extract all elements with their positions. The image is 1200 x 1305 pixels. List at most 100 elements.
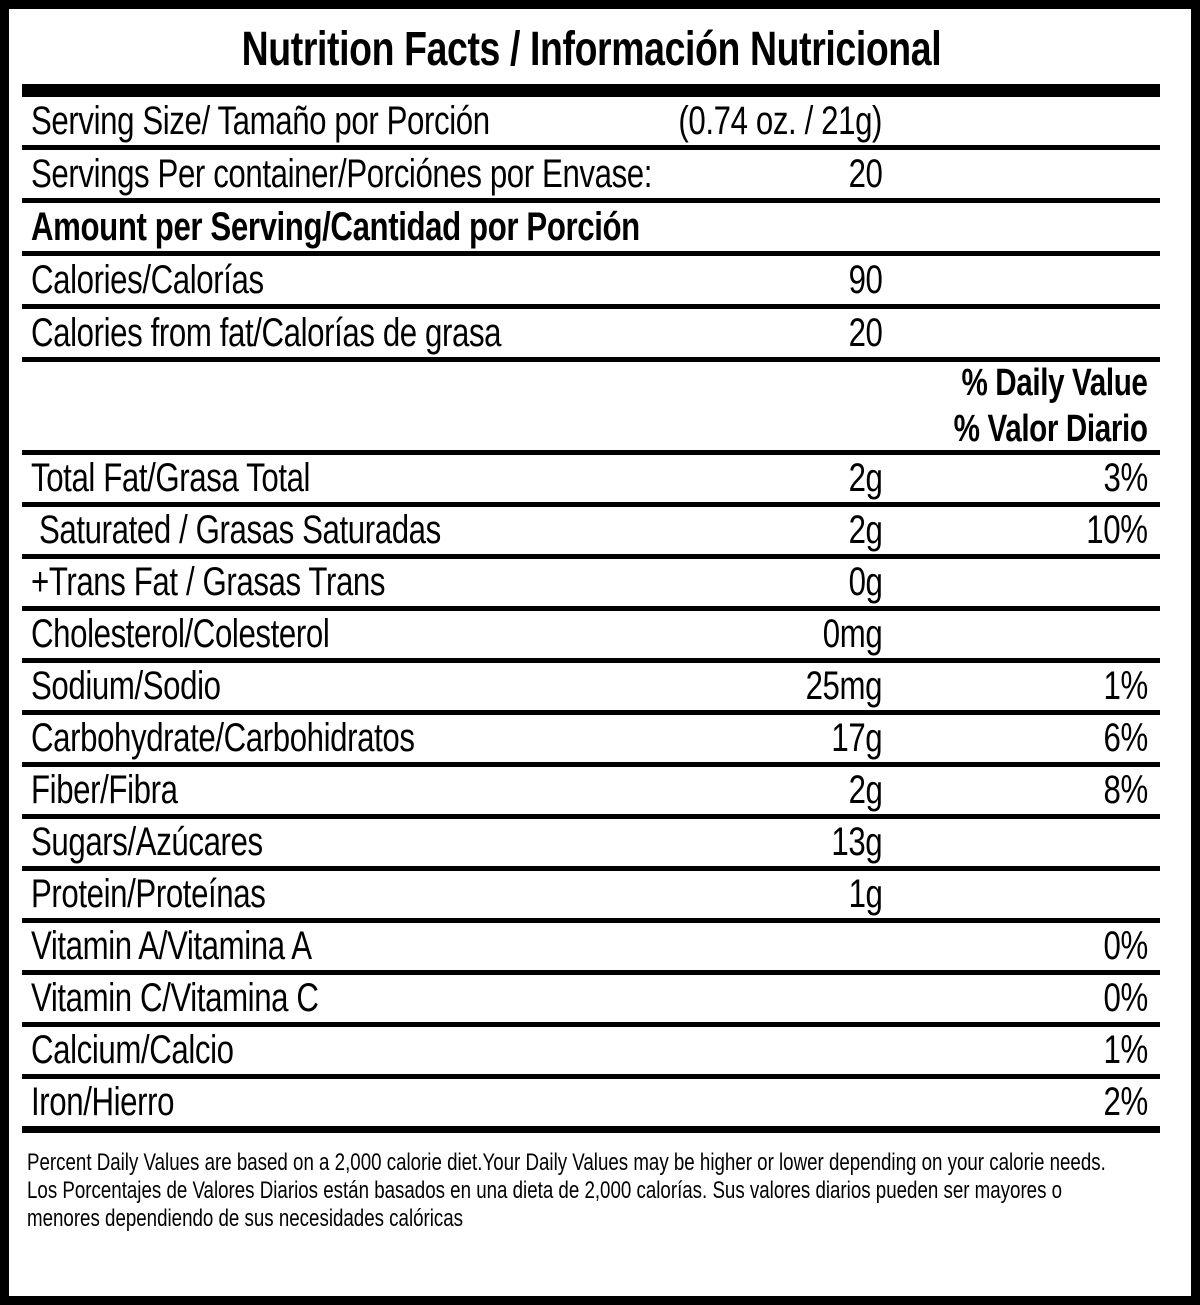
serving-size-percent-cell [882,99,1160,144]
protein-value-cell: 1g [839,872,882,917]
total-fat-value: 2g [848,456,882,500]
amount-per-serving-label: Amount per Serving/Cantidad por Porción [31,204,640,249]
saturated-fat-percent: 10% [1086,508,1149,552]
sodium-label: Sodium/Sodio [31,664,221,708]
calories-row: Calories/Calorías 90 [22,256,1160,309]
servings-per-container-value: 20 [848,151,882,196]
daily-value-header-es-line: % Valor Diario [22,406,1160,452]
fiber-label-cell: Fiber/Fibra [22,768,839,813]
trans-fat-row: +Trans Fat / Grasas Trans 0g [22,559,1160,611]
total-fat-label-cell: Total Fat/Grasa Total [22,456,839,501]
saturated-fat-label-cell: Saturated / Grasas Saturadas [22,508,839,553]
label-title: Nutrition Facts / Información Nutriciona… [241,23,941,76]
vitamin-c-percent: 0% [1103,976,1149,1020]
calories-from-fat-label: Calories from fat/Calorías de grasa [31,310,502,355]
carbohydrate-label-cell: Carbohydrate/Carbohidratos [22,716,817,761]
cholesterol-label-cell: Cholesterol/Colesterol [22,612,806,657]
trans-fat-label: +Trans Fat / Grasas Trans [31,560,386,604]
saturated-fat-label: Saturated / Grasas Saturadas [39,508,441,552]
calories-percent-cell [882,258,1160,303]
trans-fat-value-cell: 0g [839,560,882,605]
saturated-fat-value-cell: 2g [839,508,882,553]
sodium-value-cell: 25mg [784,664,883,709]
iron-label: Iron/Hierro [31,1080,175,1124]
calories-from-fat-value: 20 [848,310,882,355]
trans-fat-label-cell: +Trans Fat / Grasas Trans [22,560,839,605]
fiber-percent-cell: 8% [882,768,1160,813]
label-content: Nutrition Facts / Información Nutriciona… [22,9,1160,1296]
calcium-label: Calcium/Calcio [31,1028,234,1072]
daily-value-header-en: % Daily Value [961,362,1148,404]
calcium-percent-cell: 1% [882,1028,1160,1073]
amount-per-serving-label-cell: Amount per Serving/Cantidad por Porción [22,205,882,250]
calories-from-fat-label-cell: Calories from fat/Calorías de grasa [22,311,839,356]
iron-row: Iron/Hierro 2% [22,1079,1160,1133]
protein-value: 1g [848,872,882,916]
daily-value-header-es: % Valor Diario [954,408,1148,450]
cholesterol-row: Cholesterol/Colesterol 0mg [22,611,1160,663]
trans-fat-value: 0g [848,560,882,604]
sodium-value: 25mg [805,664,883,708]
carbohydrate-value-cell: 17g [817,716,882,761]
protein-percent-cell [882,872,1160,917]
servings-per-container-label: Servings Per container/Porciónes por Env… [31,151,653,196]
serving-size-label-cell: Serving Size/ Tamaño por Porción [22,99,621,144]
servings-per-container-label-cell: Servings Per container/Porciónes por Env… [22,152,839,197]
serving-size-value: (0.74 oz. / 21g) [678,98,882,143]
footnote-text-block: Percent Daily Values are based on a 2,00… [27,1149,1135,1233]
sodium-percent: 1% [1103,664,1149,708]
vitamin-c-row: Vitamin C/Vitamina C 0% [22,975,1160,1027]
sugars-row: Sugars/Azúcares 13g [22,819,1160,871]
fiber-percent: 8% [1103,768,1149,812]
protein-label-cell: Protein/Proteínas [22,872,839,917]
amount-per-serving-percent-cell [882,205,1160,250]
saturated-fat-value: 2g [848,508,882,552]
calories-label: Calories/Calorías [31,257,264,302]
calcium-label-cell: Calcium/Calcio [22,1028,882,1073]
calories-value: 90 [848,257,882,302]
vitamin-a-percent: 0% [1103,924,1149,968]
footnote: Percent Daily Values are based on a 2,00… [22,1149,1160,1233]
sodium-row: Sodium/Sodio 25mg 1% [22,663,1160,715]
serving-size-row: Serving Size/ Tamaño por Porción (0.74 o… [22,97,1160,150]
carbohydrate-value: 17g [831,716,882,760]
vitamin-a-percent-cell: 0% [882,924,1160,969]
sugars-label-cell: Sugars/Azúcares [22,820,817,865]
fiber-label: Fiber/Fibra [31,768,178,812]
total-fat-percent: 3% [1103,456,1149,500]
carbohydrate-label: Carbohydrate/Carbohidratos [31,716,415,760]
fiber-row: Fiber/Fibra 2g 8% [22,767,1160,819]
calories-value-cell: 90 [839,257,882,303]
fiber-value-cell: 2g [839,768,882,813]
sugars-value-cell: 13g [817,820,882,865]
vitamin-c-percent-cell: 0% [882,976,1160,1021]
calcium-percent: 1% [1103,1028,1149,1072]
sugars-label: Sugars/Azúcares [31,820,263,864]
footnote-spanish: Los Porcentajes de Valores Diarios están… [27,1177,1063,1232]
sugars-value: 13g [831,820,882,864]
servings-per-container-percent-cell [882,152,1160,197]
cholesterol-label: Cholesterol/Colesterol [31,612,330,656]
total-fat-row: Total Fat/Grasa Total 2g 3% [22,455,1160,507]
footnote-english: Percent Daily Values are based on a 2,00… [27,1149,1106,1176]
calories-from-fat-value-cell: 20 [839,310,882,356]
protein-row: Protein/Proteínas 1g [22,871,1160,923]
iron-percent: 2% [1103,1080,1149,1124]
calcium-row: Calcium/Calcio 1% [22,1027,1160,1079]
cholesterol-percent-cell [882,612,1160,657]
vitamin-c-label: Vitamin C/Vitamina C [31,976,319,1020]
serving-size-value-cell: (0.74 oz. / 21g) [621,99,882,144]
saturated-fat-percent-cell: 10% [882,508,1160,553]
cholesterol-value-cell: 0mg [806,612,882,657]
label-header: Nutrition Facts / Información Nutriciona… [22,9,1160,84]
sodium-label-cell: Sodium/Sodio [22,664,784,709]
carbohydrate-percent-cell: 6% [882,716,1160,761]
iron-percent-cell: 2% [882,1080,1160,1125]
servings-per-container-row: Servings Per container/Porciónes por Env… [22,150,1160,203]
sugars-percent-cell [882,820,1160,865]
vitamin-a-label: Vitamin A/Vitamina A [31,924,312,968]
vitamin-a-label-cell: Vitamin A/Vitamina A [22,924,882,969]
total-fat-value-cell: 2g [839,456,882,501]
